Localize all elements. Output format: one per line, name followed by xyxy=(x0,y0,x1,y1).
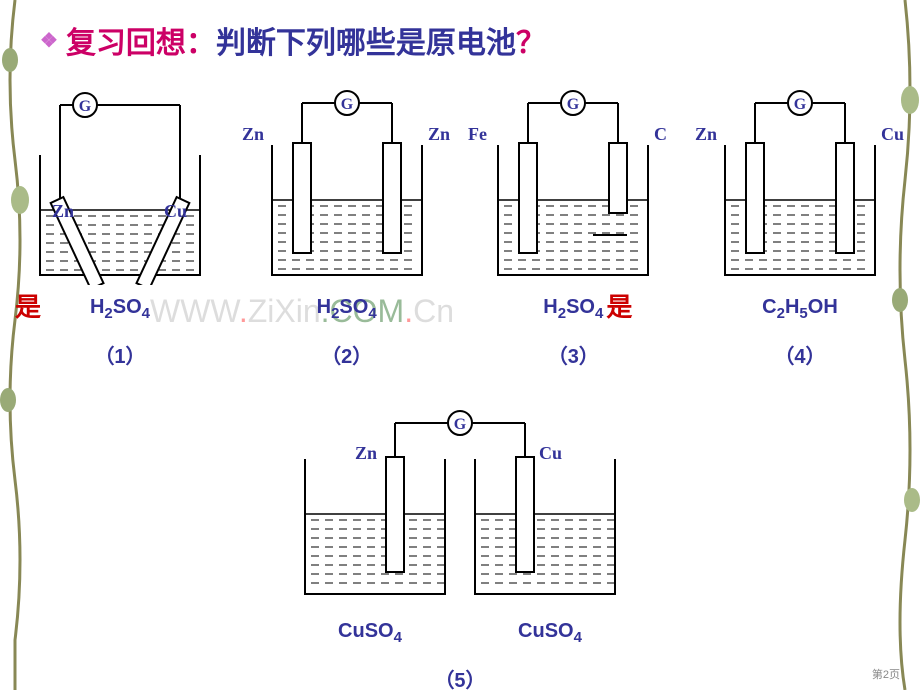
svg-text:Fe: Fe xyxy=(468,124,487,144)
cell-4-number: （4） xyxy=(695,340,905,369)
cell-5-solution-left: CuSO4 xyxy=(338,620,402,646)
cell-1-number: （1） xyxy=(15,340,225,369)
cell-5-diagram: G Zn Cu xyxy=(280,399,640,609)
cell-1-answer: 是 xyxy=(15,287,41,324)
cell-5: G Zn Cu CuSO4 CuSO4 （5） xyxy=(280,399,640,693)
svg-text:Zn: Zn xyxy=(355,443,377,463)
cell-2: G Zn Zn H2SO4 （2） xyxy=(242,75,452,369)
cell-2-diagram: G Zn Zn xyxy=(242,75,452,285)
row-1: 是 G Zn Cu H2SO4 （1） G Zn Zn H2SO4 （2） 是 G Fe C… xyxy=(15,75,905,369)
title-prefix: 复习回想： xyxy=(66,18,216,62)
svg-text:G: G xyxy=(79,98,92,115)
cell-3-number: （3） xyxy=(468,340,678,369)
page-title: ❖ 复习回想： 判断下列哪些是原电池 ？ xyxy=(40,18,546,62)
svg-text:G: G xyxy=(340,96,353,113)
cell-3-diagram: G Fe C xyxy=(468,75,678,285)
cell-4: G Zn Cu C2H5OH （4） xyxy=(695,75,905,369)
cell-5-solution-right: CuSO4 xyxy=(518,620,582,646)
cell-3: 是 G Fe C H2SO4 （3） xyxy=(468,75,678,369)
cell-3-solution: H2SO4 xyxy=(468,296,678,322)
cell-2-solution: H2SO4 xyxy=(242,296,452,322)
cell-1: 是 G Zn Cu H2SO4 （1） xyxy=(15,75,225,369)
cell-4-solution: C2H5OH xyxy=(695,296,905,322)
page-number: 第2页 xyxy=(872,666,900,682)
cell-3-answer: 是 xyxy=(606,287,632,324)
cell-1-solution: H2SO4 xyxy=(15,296,225,322)
svg-text:G: G xyxy=(454,416,467,433)
svg-text:Zn: Zn xyxy=(428,124,450,144)
svg-text:C: C xyxy=(654,124,667,144)
svg-text:G: G xyxy=(567,96,580,113)
svg-text:Cu: Cu xyxy=(164,201,187,221)
title-bullet: ❖ xyxy=(40,28,58,53)
cells-area: 是 G Zn Cu H2SO4 （1） G Zn Zn H2SO4 （2） 是 G Fe C… xyxy=(15,75,905,693)
cell-4-diagram: G Zn Cu xyxy=(695,75,905,285)
svg-text:G: G xyxy=(794,96,807,113)
title-qmark: ？ xyxy=(516,18,546,62)
svg-text:Cu: Cu xyxy=(539,443,562,463)
svg-text:Cu: Cu xyxy=(881,124,904,144)
svg-text:Zn: Zn xyxy=(242,124,264,144)
svg-text:Zn: Zn xyxy=(695,124,717,144)
cell-1-diagram: G Zn Cu xyxy=(15,75,225,285)
svg-text:Zn: Zn xyxy=(52,201,74,221)
title-rest: 判断下列哪些是原电池 xyxy=(216,18,516,62)
cell-5-number: （5） xyxy=(280,664,640,693)
row-2: G Zn Cu CuSO4 CuSO4 （5） xyxy=(15,399,905,693)
cell-2-number: （2） xyxy=(242,340,452,369)
